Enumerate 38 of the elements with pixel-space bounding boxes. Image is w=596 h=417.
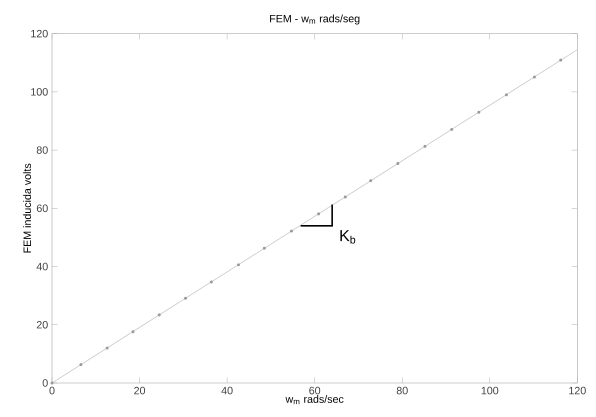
annotation: K$_{b}$ — [340, 230, 356, 244]
point — [532, 76, 536, 78]
y-tick-label: 60 — [36, 204, 48, 212]
y-axis-title: FEM inducida volts — [23, 164, 32, 252]
point — [317, 212, 320, 216]
x-tick-label: 80 — [396, 386, 408, 394]
point — [262, 246, 266, 250]
point — [290, 230, 293, 232]
y-tick-label: 100 — [31, 88, 48, 96]
point — [504, 93, 508, 96]
x-tick-label: 20 — [134, 386, 146, 394]
point — [158, 313, 161, 316]
y-tick-label: 0 — [42, 379, 48, 387]
point — [50, 382, 54, 384]
x-tick-label: 120 — [569, 386, 586, 394]
point — [559, 58, 562, 62]
point — [210, 280, 213, 284]
y-tick-label: 20 — [36, 320, 48, 329]
point — [450, 128, 454, 131]
x-axis-title: w$_{m}$ rads/sec — [285, 395, 344, 404]
x-tick-label: 40 — [221, 386, 233, 394]
point — [184, 296, 187, 300]
point — [344, 195, 347, 198]
point — [424, 144, 426, 148]
chart-title: FEM - w$_{m}$ rads/seg — [270, 14, 360, 25]
point — [396, 162, 400, 165]
x-tick-label: 0 — [49, 386, 55, 394]
point — [477, 110, 480, 114]
y-tick-label: 120 — [31, 30, 48, 38]
point — [237, 263, 240, 266]
y-tick-label: 80 — [36, 146, 48, 154]
point — [79, 363, 82, 366]
point — [369, 179, 372, 182]
point — [132, 330, 134, 334]
x-tick-label: 60 — [309, 386, 320, 394]
y-tick-label: 40 — [36, 262, 48, 270]
x-tick-label: 100 — [482, 386, 498, 394]
point — [106, 346, 109, 350]
